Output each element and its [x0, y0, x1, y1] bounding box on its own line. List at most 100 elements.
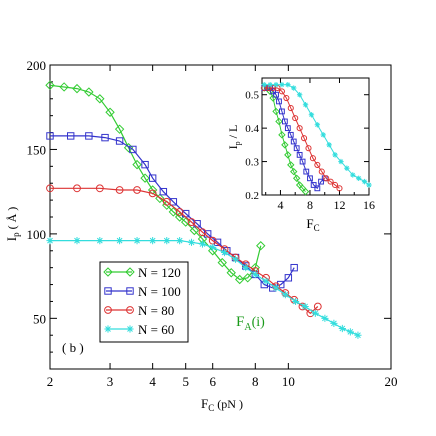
inset-data-point	[366, 182, 372, 188]
inset-data-point	[299, 158, 306, 165]
inset-y-axis-label: Ip / L	[226, 125, 242, 150]
inset-data-point	[279, 81, 285, 88]
inset-data-point	[332, 152, 338, 158]
inset-data-point	[332, 181, 339, 189]
main-data-point	[148, 174, 157, 182]
inset-data-point	[336, 185, 343, 192]
inset-data-point	[290, 167, 298, 176]
inset-data-point	[323, 175, 330, 182]
inset-data-point	[326, 142, 332, 148]
inset-data-point	[283, 95, 290, 102]
legend-marker	[104, 325, 112, 333]
main-data-point	[159, 187, 168, 196]
main-data-point	[242, 273, 253, 283]
main-axis-ticks: 2 3 4 5 6 8 10 20 50 100 150 200	[27, 58, 398, 389]
main-data-point	[95, 94, 105, 104]
inset-data-point	[273, 91, 279, 98]
inset-plot-frame	[261, 77, 370, 196]
main-data-point	[84, 87, 94, 97]
main-x-tick-label: 20	[385, 374, 398, 389]
main-data-point	[115, 186, 124, 194]
inset-x-tick-label: 4	[277, 198, 283, 212]
main-x-tick-label: 5	[182, 374, 189, 389]
main-data-point	[338, 324, 346, 333]
main-data-point	[346, 328, 354, 336]
main-data-point	[129, 145, 137, 154]
inset-data-point	[314, 185, 321, 192]
main-data-point	[284, 274, 293, 282]
main-data-point	[46, 237, 54, 245]
inset-data-point	[291, 85, 297, 91]
main-data-point	[234, 274, 245, 285]
main-series-line	[50, 240, 359, 336]
inset-data-point	[314, 161, 321, 168]
main-x-axis-label: FC (pN )	[201, 396, 243, 413]
inset-data-point	[285, 81, 291, 88]
annotation-fa: FA(i)	[236, 314, 265, 333]
main-data-point	[251, 270, 259, 279]
main-series-group	[45, 80, 362, 339]
main-data-point	[291, 297, 300, 306]
inset-data-point	[344, 165, 350, 171]
inset-data-point	[327, 178, 334, 185]
inset-data-point	[320, 132, 326, 138]
main-data-point	[148, 189, 157, 198]
legend-marker	[126, 325, 134, 333]
main-x-tick-label: 4	[149, 374, 156, 389]
main-data-point	[149, 237, 157, 245]
main-x-tick-label: 3	[107, 374, 114, 389]
inset-series-1	[261, 85, 328, 192]
inset-x-tick-label: 16	[363, 198, 375, 212]
main-data-point	[220, 248, 229, 257]
legend-label: N = 100	[138, 284, 181, 299]
inset-y-tick-label: 0.2	[245, 190, 259, 202]
inset-chart: 4 8 12 16 0.2 0.3 0.4 0.5 FC Ip / L	[226, 77, 375, 233]
inset-series-2	[261, 84, 343, 192]
inset-data-point	[305, 145, 312, 152]
inset-y-tick-label: 0.3	[245, 157, 259, 169]
inset-data-point	[267, 81, 273, 88]
main-data-point	[163, 237, 171, 245]
inset-data-point	[296, 92, 303, 98]
main-x-tick-label: 10	[282, 374, 295, 389]
main-data-point	[46, 132, 54, 140]
inset-data-point	[318, 178, 324, 185]
main-data-point	[242, 264, 250, 272]
inset-data-point	[279, 108, 285, 115]
main-y-axis-label: Ip ( Å )	[4, 207, 21, 242]
main-data-point	[133, 186, 141, 194]
main-data-point	[133, 237, 141, 245]
inset-data-point	[302, 102, 309, 108]
main-data-point	[96, 237, 104, 245]
main-data-point	[72, 83, 82, 94]
main-data-point	[59, 82, 69, 92]
legend-label: N = 80	[138, 303, 174, 318]
inset-data-point	[272, 107, 280, 116]
main-data-point	[311, 309, 319, 317]
inset-data-point	[310, 182, 317, 188]
main-data-point	[187, 218, 196, 226]
inset-x-tick-label: 12	[333, 198, 345, 212]
main-data-point	[45, 80, 55, 90]
inset-data-point	[287, 131, 294, 138]
main-x-tick-label: 2	[47, 374, 54, 389]
inset-data-point	[293, 145, 300, 152]
inset-data-point	[287, 161, 295, 169]
main-x-tick-label: 8	[252, 374, 259, 389]
inset-x-axis-label: FC	[306, 216, 319, 233]
main-data-point	[116, 237, 124, 245]
inset-data-point	[350, 172, 356, 178]
main-data-point	[176, 237, 184, 245]
inset-data-point	[261, 81, 267, 88]
main-data-point	[155, 193, 165, 204]
main-data-point	[115, 137, 124, 145]
main-data-point	[290, 263, 298, 272]
main-data-point	[313, 302, 322, 311]
main-x-tick-label: 6	[209, 374, 216, 389]
main-y-tick-label: 200	[27, 58, 47, 73]
main-data-point	[217, 257, 227, 268]
main-data-point	[187, 238, 196, 246]
main-data-point	[321, 314, 329, 322]
inset-data-point	[281, 118, 288, 125]
